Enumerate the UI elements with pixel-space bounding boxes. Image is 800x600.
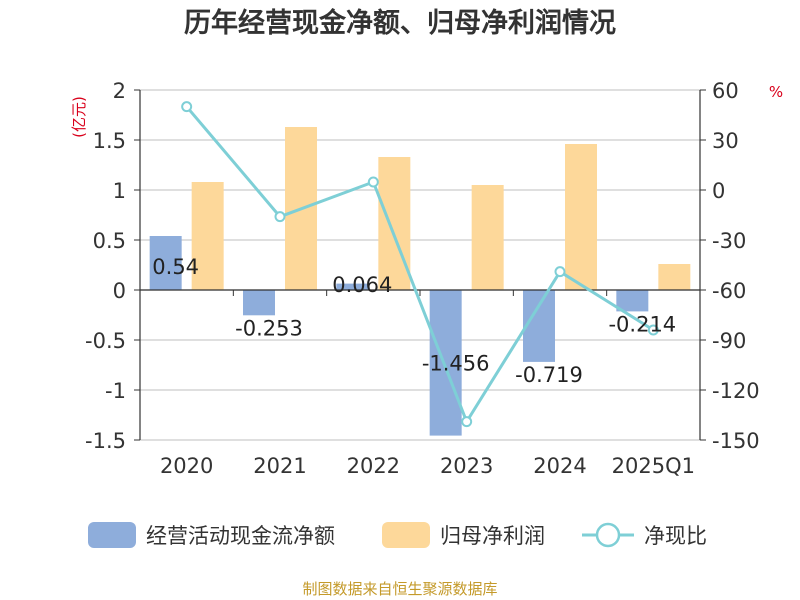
bar-operating-cash-flow — [523, 290, 555, 362]
left-axis-tick-label: 1 — [113, 179, 126, 203]
left-axis-tick-label: -1 — [105, 379, 126, 403]
left-axis-tick-label: 0 — [113, 279, 126, 303]
left-axis-tick-label: -0.5 — [85, 329, 126, 353]
data-label-operating-cash-flow: -1.456 — [422, 352, 490, 376]
ratio-point — [367, 176, 379, 188]
right-axis-unit: % — [769, 83, 783, 101]
ratio-point — [461, 416, 473, 428]
source-note: 制图数据来自恒生聚源数据库 — [302, 580, 497, 598]
category-label: 2025Q1 — [612, 454, 695, 478]
category-label: 2021 — [253, 454, 306, 478]
bar-net-profit — [658, 264, 691, 290]
category-label: 2023 — [440, 454, 493, 478]
right-axis-tick-label: -30 — [712, 229, 746, 253]
legend: 经营活动现金流净额 归母净利润 净现比 — [88, 522, 707, 548]
bar-operating-cash-flow — [429, 290, 462, 436]
legend-marker-ratio — [595, 522, 621, 548]
chart-title: 历年经营现金净额、归母净利润情况 — [184, 7, 616, 39]
legend-label-ratio: 净现比 — [644, 524, 707, 548]
right-axis-tick-label: -90 — [712, 329, 746, 353]
data-labels: 0.54 -0.253 0.064 -1.456 -0.719 -0.214 — [152, 255, 676, 387]
legend-label-operating-cash-flow: 经营活动现金流净额 — [146, 524, 335, 548]
bar-net-profit — [471, 185, 504, 290]
left-axis-tick-label: -1.5 — [85, 429, 126, 453]
category-label: 2020 — [160, 454, 213, 478]
data-label-operating-cash-flow: 0.54 — [152, 255, 199, 279]
right-axis-tick-label: 60 — [712, 79, 739, 103]
bar-operating-cash-flow — [243, 290, 275, 316]
right-axis-tick-label: -150 — [712, 429, 760, 453]
data-label-operating-cash-flow: 0.064 — [332, 273, 392, 297]
data-label-operating-cash-flow: -0.214 — [608, 312, 676, 336]
legend-label-net-profit: 归母净利润 — [440, 524, 545, 548]
bar-operating-cash-flow — [616, 290, 649, 312]
right-axis-tick-label: 30 — [712, 129, 739, 153]
bar-operating-cash-flow — [149, 236, 182, 290]
ratio-line-series — [181, 101, 659, 428]
right-axis-tick-label: -60 — [712, 279, 746, 303]
legend-swatch-net-profit — [382, 522, 430, 548]
ratio-point — [274, 211, 286, 223]
bar-net-profit — [378, 157, 411, 290]
bar-operating-cash-flow — [336, 283, 369, 290]
left-axis-tick-label: 0.5 — [93, 229, 126, 253]
ratio-point — [647, 324, 659, 336]
gridlines — [140, 89, 700, 441]
right-axis-tick-label: -120 — [712, 379, 760, 403]
data-label-operating-cash-flow: -0.719 — [515, 363, 583, 387]
category-label: 2022 — [347, 454, 400, 478]
ratio-point — [554, 266, 566, 278]
left-axis-unit: (亿元) — [70, 96, 88, 138]
category-label: 2024 — [533, 454, 586, 478]
data-label-operating-cash-flow: -0.253 — [235, 316, 303, 340]
right-axis-tick-label: 0 — [712, 179, 725, 203]
legend-swatch-operating-cash-flow — [88, 522, 136, 548]
bar-net-profit — [191, 182, 224, 290]
ratio-point — [181, 101, 193, 113]
left-axis-tick-label: 2 — [113, 79, 126, 103]
axes: 2 1.5 1 0.5 0 -0.5 -1 -1.5 60 30 0 -30 -60 -90 -120 -15… — [85, 79, 760, 478]
left-axis-tick-label: 1.5 — [93, 129, 126, 153]
bar-net-profit — [565, 144, 597, 290]
bars — [149, 127, 691, 436]
ratio-line — [185, 105, 655, 426]
